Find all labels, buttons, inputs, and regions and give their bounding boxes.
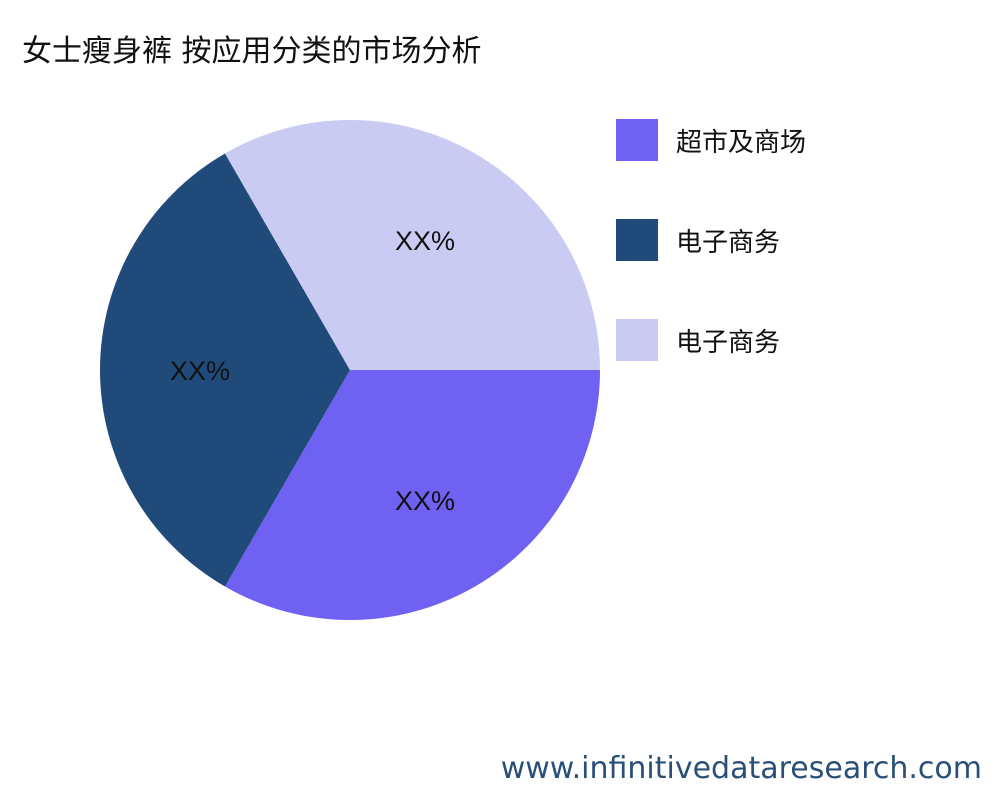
- legend-swatch: [616, 119, 658, 161]
- watermark: www.infinitivedataresearch.com: [500, 751, 982, 786]
- pie-slice: [225, 370, 600, 620]
- slice-label: XX%: [395, 486, 455, 516]
- legend-swatch: [616, 319, 658, 361]
- legend-label: 电子商务: [676, 227, 781, 258]
- pie-slice: [225, 119, 600, 370]
- legend-label: 超市及商场: [676, 127, 807, 158]
- legend-label: 电子商务: [676, 327, 781, 358]
- slice-label: XX%: [395, 226, 455, 256]
- slice-label: XX%: [170, 356, 230, 386]
- legend-item: 电子商务: [616, 319, 780, 361]
- legend-item: 电子商务: [616, 219, 780, 261]
- legend-swatch: [616, 219, 658, 261]
- legend-item: 超市及商场: [616, 119, 806, 161]
- chart-title: 女士瘦身裤 按应用分类的市场分析: [22, 34, 482, 69]
